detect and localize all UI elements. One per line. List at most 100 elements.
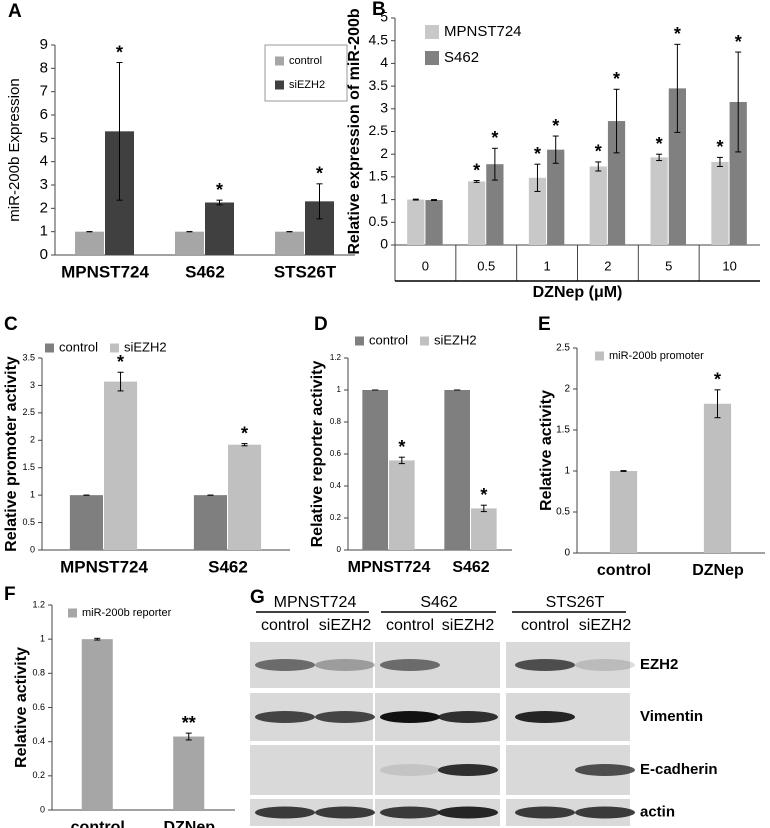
- significance-marker: *: [735, 32, 742, 52]
- x-tick-label: 5: [665, 258, 672, 273]
- x-tick-label: 0: [422, 258, 429, 273]
- bar: [173, 736, 205, 810]
- significance-marker: *: [216, 180, 223, 200]
- bar: [69, 495, 103, 550]
- y-tick-label: 2: [564, 384, 570, 395]
- blot-band: [315, 806, 375, 819]
- bar: [468, 181, 486, 245]
- bar: [75, 231, 104, 255]
- y-tick-label: 2.5: [369, 122, 389, 138]
- row-label: EZH2: [640, 656, 678, 673]
- y-tick-label: 1: [30, 490, 35, 500]
- bar: [275, 231, 304, 255]
- significance-marker: *: [595, 142, 602, 162]
- panel-label: A: [8, 1, 22, 22]
- y-tick-label: 0.5: [22, 517, 35, 527]
- legend-label: siEZH2: [289, 79, 325, 91]
- y-tick-label: 0.4: [32, 736, 45, 746]
- lane-label: control: [386, 617, 434, 634]
- bar: [589, 166, 607, 245]
- row-label: Vimentin: [640, 708, 703, 725]
- row-label: actin: [640, 803, 675, 820]
- y-tick-label: 0.5: [369, 213, 389, 229]
- lane-label: control: [521, 617, 569, 634]
- y-tick-label: 1: [337, 385, 342, 394]
- legend-label: siEZH2: [124, 339, 167, 354]
- bar: [444, 390, 470, 550]
- legend-swatch: [595, 351, 604, 361]
- x-tick-label: S462: [208, 557, 248, 576]
- error-bar: [431, 199, 438, 202]
- group-label: S462: [420, 594, 457, 611]
- legend-swatch: [275, 80, 284, 90]
- bar: [711, 161, 729, 245]
- y-tick-label: 4: [380, 54, 388, 70]
- y-tick-label: 0: [40, 246, 48, 263]
- legend-swatch: [45, 343, 54, 353]
- bar: [607, 121, 626, 245]
- error-bar: [613, 88, 620, 154]
- y-tick-label: 1.2: [330, 353, 342, 362]
- significance-marker: *: [534, 144, 541, 164]
- y-tick-label: 0.8: [32, 668, 45, 678]
- error-bar: [674, 43, 681, 133]
- error-bar: [534, 163, 541, 192]
- group-label: MPNST724: [274, 594, 357, 611]
- x-tick-label: 2: [604, 258, 611, 273]
- bar: [729, 101, 747, 246]
- panel-label: F: [4, 584, 16, 605]
- lane-label: siEZH2: [442, 617, 495, 634]
- blot-band: [380, 806, 440, 819]
- y-tick-label: 1: [380, 190, 388, 206]
- blot-band: [380, 764, 440, 776]
- x-tick-label: DZNep: [692, 562, 744, 579]
- y-tick-label: 0.6: [330, 449, 342, 458]
- y-tick-label: 0.2: [330, 513, 342, 522]
- y-axis-label: Relative expression of miR-200b: [346, 8, 363, 255]
- y-tick-label: 1.5: [556, 425, 570, 436]
- legend-label: S462: [444, 49, 479, 66]
- significance-marker: *: [491, 128, 498, 148]
- legend-swatch: [420, 336, 429, 346]
- x-tick-label: control: [71, 819, 125, 828]
- blot-band: [515, 806, 575, 819]
- y-tick-label: 7: [40, 83, 48, 100]
- blot-band: [380, 711, 440, 723]
- y-tick-label: 6: [40, 106, 48, 123]
- y-tick-label: 0.5: [556, 507, 570, 518]
- significance-marker: *: [241, 423, 248, 443]
- significance-marker: *: [716, 137, 723, 157]
- row-label: E-cadherin: [640, 761, 718, 778]
- error-bar: [216, 199, 223, 206]
- group-label: STS26T: [546, 594, 605, 611]
- bar: [650, 157, 668, 245]
- error-bar: [656, 153, 663, 162]
- y-tick-label: 2.5: [22, 407, 35, 417]
- lane-label: siEZH2: [579, 617, 632, 634]
- y-tick-label: 1.2: [32, 599, 45, 609]
- y-tick-label: 1: [564, 466, 570, 477]
- error-bar: [185, 732, 192, 741]
- x-axis-label: DZNep (μM): [533, 284, 623, 301]
- error-bar: [552, 135, 559, 164]
- legend-label: MPNST724: [444, 23, 522, 40]
- y-tick-label: 0.8: [330, 417, 342, 426]
- significance-marker: *: [656, 134, 663, 154]
- legend-swatch: [110, 343, 119, 353]
- legend-swatch: [68, 608, 77, 618]
- bar: [471, 508, 497, 550]
- y-tick-label: 5: [380, 9, 388, 25]
- blot-band: [315, 659, 375, 671]
- lane-label: control: [261, 617, 309, 634]
- y-tick-label: 3: [380, 100, 388, 116]
- panel-label: D: [314, 314, 328, 335]
- significance-marker: **: [182, 713, 196, 733]
- y-tick-label: 0.2: [32, 770, 45, 780]
- legend-label: control: [289, 55, 322, 67]
- error-bar: [735, 51, 742, 153]
- legend-label: miR-200b reporter: [82, 607, 172, 619]
- blot-band: [438, 764, 498, 776]
- x-tick-label: MPNST724: [348, 559, 431, 576]
- bar: [668, 88, 686, 246]
